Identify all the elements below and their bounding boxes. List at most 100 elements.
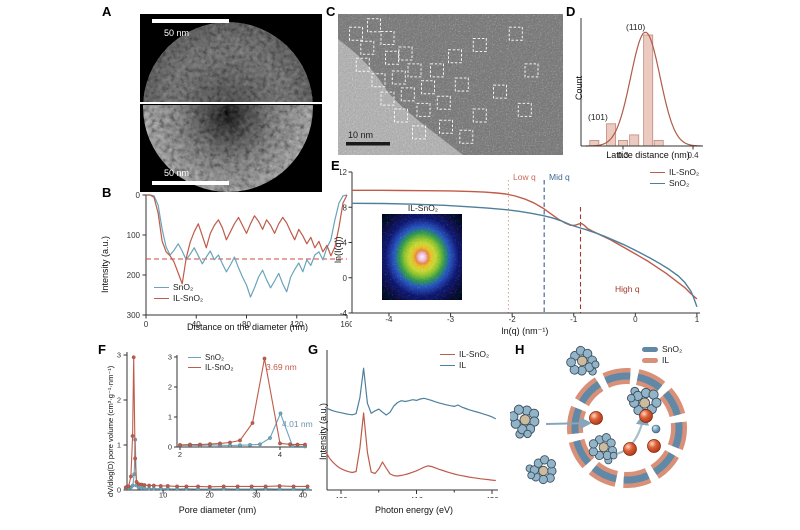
d-xlabel: Lattice distance (nm) <box>606 150 690 160</box>
scalebar-top <box>152 19 229 23</box>
b-ylabel: Intensity (a.u.) <box>100 235 110 293</box>
svg-text:0: 0 <box>343 274 348 283</box>
svg-text:20: 20 <box>206 491 214 499</box>
svg-text:-1: -1 <box>570 315 578 323</box>
svg-text:420: 420 <box>485 496 499 498</box>
g-xlabel: Photon energy (eV) <box>374 505 454 515</box>
svg-text:-2: -2 <box>509 315 517 323</box>
svg-text:40: 40 <box>192 320 201 329</box>
stem-image-panel-a: 50 nm 50 nm <box>140 14 322 192</box>
scalebar-top-label: 50 nm <box>164 28 189 38</box>
b-legend-ilsno2: IL-SnO₂ <box>154 293 203 304</box>
svg-text:2: 2 <box>178 450 182 459</box>
e-legend: IL-SnO₂ SnO₂ <box>650 167 699 189</box>
nanosphere-bottom-image <box>143 105 313 192</box>
f-legend-ilsno2: IL-SnO₂ <box>188 362 233 372</box>
svg-text:1: 1 <box>695 315 700 323</box>
e-legend-ilsno2: IL-SnO₂ <box>650 167 699 178</box>
svg-text:4: 4 <box>343 239 348 248</box>
svg-text:12: 12 <box>340 168 348 177</box>
svg-text:200: 200 <box>127 271 141 280</box>
e-legend-ilsno2-label: IL-SnO₂ <box>669 167 700 177</box>
h-legend-il-label: IL <box>662 355 670 365</box>
f-legend-ilsno2-line <box>188 366 201 368</box>
svg-text:-3: -3 <box>447 315 455 323</box>
svg-text:160: 160 <box>340 320 352 329</box>
f-xlabel: Pore diameter (nm) <box>178 505 257 515</box>
nanosphere-top-image <box>143 22 313 103</box>
svg-text:40: 40 <box>299 491 307 499</box>
f-legend-sno2: SnO₂ <box>188 352 233 362</box>
e-legend-ilsno2-line <box>650 172 665 173</box>
svg-text:2: 2 <box>168 383 172 392</box>
hrtem-image-panel-c: 10 nm <box>338 14 563 155</box>
shell-ring-il-layer <box>567 368 687 488</box>
svg-text:30: 30 <box>252 491 260 499</box>
d-ylabel: Count <box>574 75 584 100</box>
f-red-peak-annotation: 3.69 nm <box>266 362 297 372</box>
scalebar-bottom <box>152 181 229 185</box>
svg-text:100: 100 <box>127 231 141 240</box>
crystallite-boxes <box>349 18 539 144</box>
h-legend-il: IL <box>642 355 682 366</box>
g-legend-ilsno2-label: IL-SnO₂ <box>459 349 490 359</box>
d-peak-110-annotation: (110) <box>626 22 646 32</box>
lattice-histogram-chart: 0.3 0.4 <box>580 18 703 160</box>
svg-text:120: 120 <box>290 320 304 329</box>
b-legend-ilsno2-line <box>154 298 169 299</box>
h-legend-il-swatch <box>642 358 658 363</box>
svg-text:410: 410 <box>410 496 424 498</box>
f-legend-sno2-label: SnO₂ <box>205 352 225 362</box>
panel-a-label: A <box>102 4 112 19</box>
svg-text:-4: -4 <box>385 315 393 323</box>
h-legend-sno2: SnO₂ <box>642 344 682 355</box>
svg-text:0: 0 <box>168 443 172 452</box>
d-peak-101-annotation: (101) <box>588 112 608 122</box>
hollow-sphere-schematic <box>510 343 687 490</box>
h-legend-sno2-swatch <box>642 347 658 352</box>
e-legend-sno2-line <box>650 183 665 184</box>
svg-text:10: 10 <box>159 491 167 499</box>
b-legend-sno2-line <box>154 287 169 288</box>
e-legend-sno2: SnO₂ <box>650 178 699 189</box>
saxs-intensity-chart: -4 -3 -2 -1 0 1 12 8 4 0 -4 <box>340 168 700 323</box>
svg-text:8: 8 <box>343 203 348 212</box>
svg-text:0.4: 0.4 <box>687 151 699 160</box>
svg-text:1: 1 <box>168 413 172 422</box>
b-legend-sno2: SnO₂ <box>154 282 203 293</box>
b-xlabel: Distance on the diameter (nm) <box>186 322 309 332</box>
panel-c-label: C <box>326 4 336 19</box>
g-legend-ilsno2: IL-SnO₂ <box>440 349 489 360</box>
f-blue-peak-annotation: 4.01 nm <box>282 419 313 429</box>
panel-e-label: E <box>331 158 340 173</box>
f-inset-legend: SnO₂ IL-SnO₂ <box>188 352 233 372</box>
g-legend-ilsno2-line <box>440 354 455 355</box>
f-legend-sno2-line <box>188 356 201 358</box>
svg-text:3: 3 <box>168 353 172 362</box>
svg-text:0: 0 <box>136 191 141 200</box>
g-legend: IL-SnO₂ IL <box>440 349 489 371</box>
panel-b-label: B <box>102 185 112 200</box>
low-q-label: Low q <box>513 172 536 182</box>
svg-text:0.3: 0.3 <box>617 151 629 160</box>
entry-arrow <box>545 417 592 430</box>
panel-g-label: G <box>308 342 319 357</box>
svg-text:2: 2 <box>117 396 121 405</box>
mid-q-label: Mid q <box>549 172 570 182</box>
svg-text:0: 0 <box>144 320 149 329</box>
e-legend-sno2-label: SnO₂ <box>669 178 690 188</box>
h-legend-sno2-label: SnO₂ <box>662 344 683 354</box>
c-scalebar-label: 10 nm <box>348 130 373 140</box>
svg-text:4: 4 <box>278 450 282 459</box>
e-xlabel: ln(q) (nm⁻¹) <box>501 326 549 336</box>
xas-spectra-chart: 400 410 420 <box>325 350 499 498</box>
saxs-pattern-inset <box>382 214 462 300</box>
svg-text:1: 1 <box>117 441 121 450</box>
svg-text:300: 300 <box>127 311 141 320</box>
panel-d-label: D <box>566 4 576 19</box>
svg-text:3: 3 <box>117 351 121 360</box>
b-legend-sno2-label: SnO₂ <box>173 282 194 292</box>
image-divider-line <box>140 102 322 104</box>
svg-text:400: 400 <box>334 496 348 498</box>
